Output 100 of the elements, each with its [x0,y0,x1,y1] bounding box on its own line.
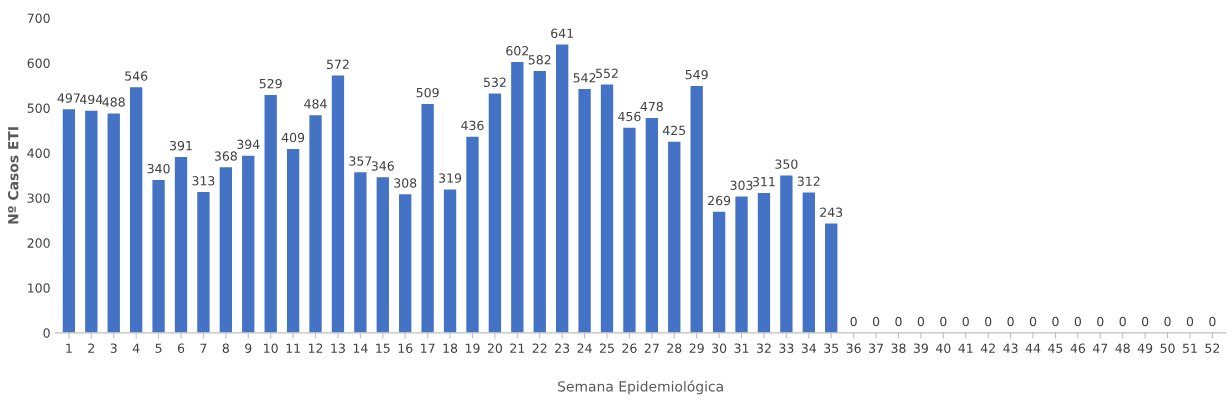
data-label: 0 [1186,316,1194,327]
data-label: 456 [618,111,641,122]
x-tick-label: 49 [1137,343,1153,353]
x-tick-label: 19 [465,343,480,353]
x-tick-label: 33 [779,343,794,353]
data-label: 0 [1052,316,1059,327]
bar [62,109,76,333]
x-tick-label: 20 [487,343,503,353]
bar [623,127,636,333]
x-tick-label: 21 [510,343,525,353]
x-axis-title: Semana Epidemiológica [558,380,723,395]
bar [712,211,726,333]
x-tick-label: 7 [200,343,207,353]
bar [757,192,771,333]
x-tick-label: 3 [110,343,117,353]
bar [533,71,546,333]
y-tick-label: 200 [27,238,50,248]
x-tick-label: 14 [353,343,368,353]
bar [600,84,614,333]
x-tick-label: 46 [1070,343,1086,353]
data-label: 311 [752,176,775,187]
x-tick-label: 42 [980,343,995,353]
bar [129,87,143,333]
x-tick-label: 12 [308,343,323,353]
x-tick-label: 22 [532,343,547,353]
x-tick-label: 39 [913,343,928,353]
x-tick-label: 35 [824,343,839,353]
data-label: 409 [281,132,305,143]
data-label: 532 [483,77,506,87]
bar [443,189,457,333]
x-tick-label: 45 [1048,343,1063,353]
bar [488,93,502,333]
y-tick-label: 300 [27,193,50,203]
x-tick-label: 51 [1182,343,1197,353]
bar [376,177,389,333]
x-tick-label: 9 [245,343,252,353]
x-tick-label: 31 [734,343,749,353]
x-tick-label: 4 [132,343,140,353]
x-tick-label: 27 [644,343,659,353]
x-tick-label: 26 [622,343,637,353]
x-tick-label: 28 [667,343,682,353]
data-label: 542 [573,73,596,83]
data-label: 529 [259,78,282,89]
bar [511,62,524,333]
bar [85,110,98,333]
x-tick-label: 11 [286,343,300,353]
y-tick-label: 100 [28,283,50,293]
data-label: 478 [640,101,663,112]
data-label: 368 [214,151,237,161]
x-tick-label: 18 [443,343,458,353]
data-label: 0 [1164,316,1171,327]
bar [780,175,793,333]
y-tick-label: 0 [43,328,50,338]
data-label: 549 [685,69,708,80]
data-label: 0 [895,316,902,327]
bar [286,148,300,333]
data-label: 308 [394,178,417,188]
data-label: 0 [1119,316,1126,327]
data-label: 319 [439,173,462,183]
x-tick-label: 8 [222,343,229,353]
data-label: 436 [461,120,484,131]
data-label: 312 [797,176,820,186]
bar [354,172,367,333]
x-tick-label: 6 [177,343,185,353]
bar [735,196,748,333]
x-tick-label: 23 [555,343,570,353]
x-tick-label: 5 [155,343,162,353]
x-tick-label: 29 [689,343,704,353]
bar [578,89,591,333]
data-label: 0 [850,316,857,327]
bar [645,117,659,333]
x-tick-label: 13 [331,343,345,353]
x-tick-label: 37 [869,343,883,353]
data-label: 641 [551,28,573,38]
y-axis-title: Nº Casos ETI [7,127,19,224]
data-label: 546 [125,71,148,81]
data-label: 0 [1097,316,1104,327]
data-label: 0 [1209,316,1216,327]
data-label: 0 [985,316,992,327]
x-tick-label: 16 [398,343,413,353]
data-label: 582 [528,55,551,65]
x-tick-label: 43 [1003,343,1018,353]
data-label: 391 [170,140,192,151]
x-tick-label: 15 [376,343,390,353]
bar [421,103,434,333]
bar [107,113,120,333]
data-label: 602 [506,46,528,56]
y-tick-label: 500 [27,103,50,113]
bar [264,94,277,333]
data-label: 357 [349,156,372,166]
bar [825,223,838,333]
x-tick-label: 44 [1025,343,1041,353]
x-tick-label: 48 [1115,343,1130,353]
bar [690,85,703,333]
x-tick-label: 40 [935,343,951,353]
x-tick-label: 10 [264,343,278,353]
x-tick-label: 17 [421,343,435,353]
data-label: 0 [1074,316,1081,327]
bar [174,157,188,333]
x-tick-label: 52 [1205,343,1220,353]
